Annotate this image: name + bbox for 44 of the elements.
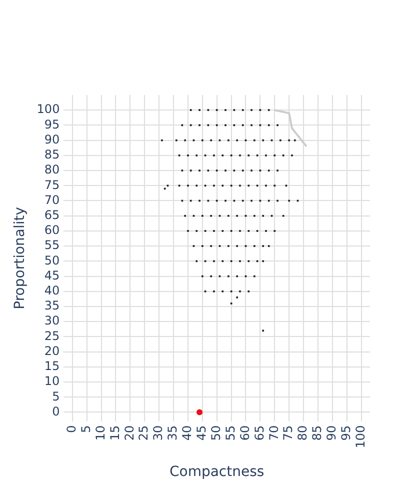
x-tick-label: 60 bbox=[238, 425, 252, 441]
x-tick-label: 45 bbox=[194, 425, 209, 441]
x-axis-title: Compactness bbox=[169, 464, 264, 480]
x-tick-label: 55 bbox=[223, 425, 238, 441]
x-tick-label: 40 bbox=[180, 425, 194, 441]
y-tick-label: 60 bbox=[44, 223, 60, 238]
y-tick-label: 40 bbox=[44, 284, 60, 298]
y-tick-label: 80 bbox=[44, 162, 60, 177]
x-tick-label: 95 bbox=[339, 425, 354, 441]
x-tick-label: 70 bbox=[266, 425, 281, 441]
y-tick-label: 20 bbox=[44, 344, 60, 358]
y-tick-label: 75 bbox=[44, 178, 60, 192]
x-tick-label: 75 bbox=[281, 425, 296, 441]
x-tick-label: 100 bbox=[353, 425, 368, 448]
y-tick-label: 55 bbox=[44, 238, 60, 252]
y-tick-label: 85 bbox=[44, 148, 60, 162]
x-tick-label: 5 bbox=[78, 425, 93, 433]
x-tick-label: 30 bbox=[151, 425, 166, 441]
x-tick-label: 35 bbox=[166, 425, 180, 441]
y-tick-label: 65 bbox=[44, 208, 60, 222]
y-tick-label: 15 bbox=[44, 359, 60, 374]
x-tick-label: 0 bbox=[64, 425, 78, 433]
y-tick-label: 50 bbox=[44, 253, 60, 268]
y-tick-label: 90 bbox=[44, 132, 60, 146]
y-tick-label: 95 bbox=[44, 117, 60, 132]
x-tick-label: 20 bbox=[122, 425, 136, 441]
x-tick-label: 85 bbox=[310, 425, 324, 441]
x-tick-label: 15 bbox=[108, 425, 122, 441]
x-tick-label: 50 bbox=[208, 425, 223, 441]
y-tick-label: 5 bbox=[52, 389, 60, 404]
x-tick-label: 80 bbox=[296, 425, 310, 441]
y-tick-label: 35 bbox=[44, 298, 60, 313]
y-tick-label: 70 bbox=[44, 192, 60, 207]
x-tick-label: 25 bbox=[136, 425, 151, 441]
x-tick-label: 65 bbox=[252, 425, 266, 441]
y-tick-label: 45 bbox=[44, 268, 60, 282]
y-tick-label: 0 bbox=[52, 404, 60, 418]
y-tick-label: 25 bbox=[44, 328, 60, 343]
y-axis-title: Proportionality bbox=[12, 206, 28, 310]
y-tick-label: 30 bbox=[44, 314, 60, 328]
y-tick-label: 10 bbox=[44, 374, 60, 388]
x-tick-label: 10 bbox=[93, 425, 108, 441]
y-tick-label: 100 bbox=[36, 102, 60, 116]
x-tick-label: 90 bbox=[324, 425, 339, 441]
